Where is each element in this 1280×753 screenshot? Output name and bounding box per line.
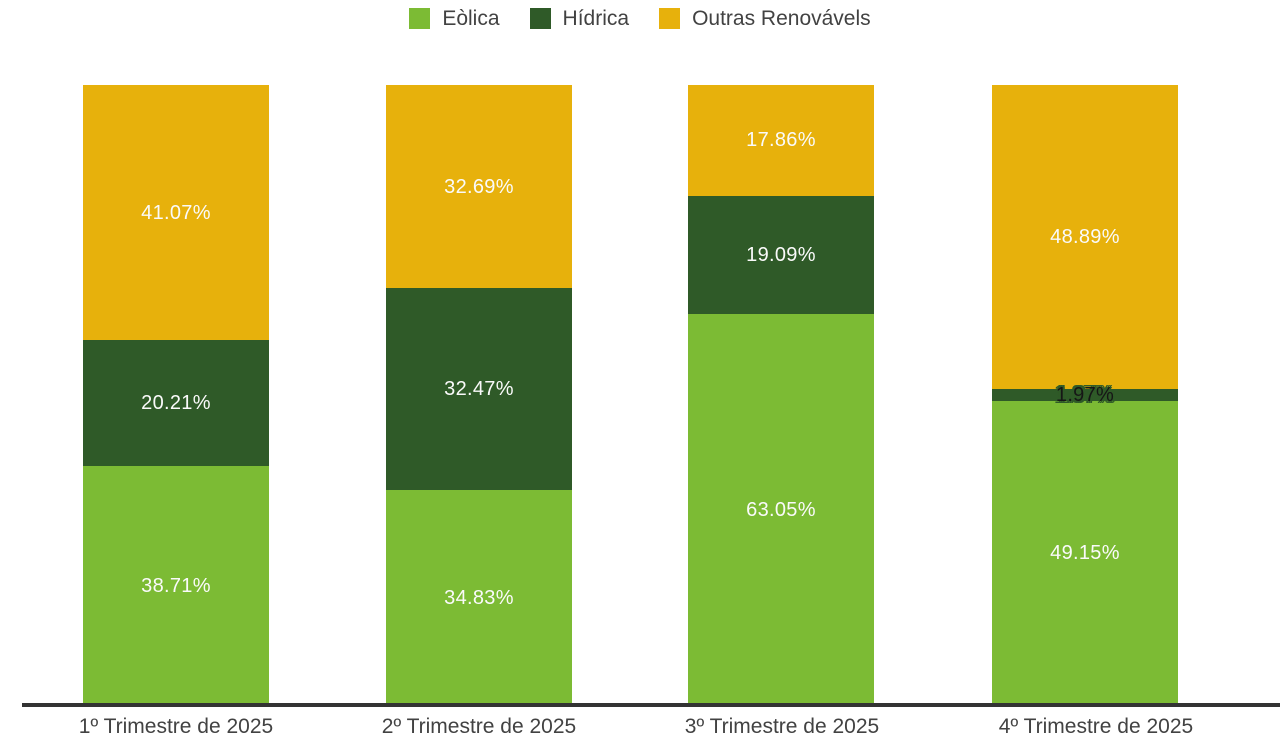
bar-segment-eolica-q4[interactable]: 49.15% [992,400,1178,706]
x-axis-label-q4: 4º Trimestre de 2025 [998,715,1194,738]
legend-item-hidrica[interactable]: Hídrica [529,7,630,30]
legend-label-outras-renovavels: Outras Renovávels [692,7,871,30]
bar-value-label: 17.86% [746,129,816,152]
bar-segment-eolica-q1[interactable]: 38.71% [83,465,269,706]
chart-legend: Eòlica Hídrica Outras Renovávels [0,8,1280,29]
bar-value-label: 34.83% [444,586,514,609]
bar-value-label: 38.71% [141,574,211,597]
x-axis-label-q2: 2º Trimestre de 2025 [381,715,577,738]
legend-item-outras-renovavels[interactable]: Outras Renovávels [659,8,871,29]
x-axis-line [22,703,1280,707]
bar-value-label: 63.05% [746,499,816,522]
legend-swatch-hidrica-icon [529,8,551,29]
bar-segment-hidrica-q4[interactable]: 1.97% [992,385,1178,405]
bar-value-label: 41.07% [141,201,211,224]
bar-segment-hidrica-q1[interactable]: 20.21% [83,340,269,466]
bar-segment-outras-renovavels-q2[interactable]: 32.69% [386,85,572,289]
bar-segment-eolica-q3[interactable]: 63.05% [688,314,874,706]
x-axis-label-q3: 3º Trimestre de 2025 [684,715,880,738]
legend-label-eolica: Eòlica [442,7,500,30]
bar-value-label: 48.89% [1050,225,1120,248]
legend-label-hidrica: Hídrica [562,7,630,30]
bar-value-label: 32.47% [444,377,514,400]
bar-value-label: 32.69% [444,175,514,198]
bar-segment-outras-renovavels-q3[interactable]: 17.86% [688,85,874,196]
bar-segment-outras-renovavels-q1[interactable]: 41.07% [83,85,269,341]
bar-value-label: 19.09% [746,244,816,267]
bar-segment-hidrica-q2[interactable]: 32.47% [386,288,572,490]
legend-item-eolica[interactable]: Eòlica [409,7,500,30]
x-axis-label-q1: 1º Trimestre de 2025 [78,715,274,738]
bar-value-label: 20.21% [141,391,211,414]
bar-segment-hidrica-q3[interactable]: 19.09% [688,195,874,315]
bar-segment-outras-renovavels-q4[interactable]: 48.89% [992,84,1178,389]
bar-value-label: 1.97% [1055,383,1115,406]
legend-swatch-outras-renovavels-icon [659,8,681,29]
legend-swatch-eolica-icon [409,8,431,29]
bar-value-label: 49.15% [1050,542,1120,565]
bar-segment-eolica-q2[interactable]: 34.83% [386,489,572,706]
